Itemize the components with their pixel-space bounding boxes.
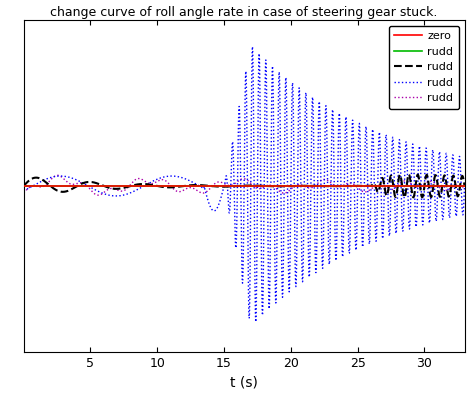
rudd [21,184,27,188]
rudd [462,186,467,190]
rudd [410,195,416,200]
rudd [190,186,195,190]
zero [383,184,389,188]
rudd [350,118,356,123]
rudd [308,186,313,190]
rudd [350,184,356,188]
rudd [101,184,107,188]
rudd [21,190,27,195]
zero [308,184,313,188]
rudd [383,184,389,188]
rudd [101,190,107,195]
rudd [383,134,389,139]
rudd [253,320,259,324]
Line: rudd: rudd [24,47,465,322]
rudd [285,250,291,255]
rudd [308,184,313,188]
rudd [462,184,467,188]
rudd [462,184,467,188]
zero [462,184,467,188]
zero [21,184,27,188]
zero [189,184,195,188]
rudd [21,188,27,193]
rudd [55,173,60,178]
zero [350,184,356,188]
rudd [285,189,291,194]
rudd [189,183,195,188]
rudd [350,181,356,186]
rudd [383,186,389,191]
rudd [189,184,195,188]
rudd [406,172,412,177]
rudd [285,184,291,188]
rudd [383,192,389,197]
Title: change curve of roll angle rate in case of steering gear stuck.: change curve of roll angle rate in case … [50,6,438,19]
zero [101,184,107,188]
zero [285,184,291,188]
rudd [250,44,255,49]
rudd [95,193,101,198]
rudd [308,212,313,217]
rudd [21,184,27,188]
Legend: zero, rudd, rudd, rudd, rudd: zero, rudd, rudd, rudd, rudd [389,26,459,109]
rudd [285,184,291,188]
rudd [462,184,467,188]
X-axis label: t (s): t (s) [230,376,258,390]
Line: rudd: rudd [24,174,465,197]
rudd [308,184,313,188]
rudd [189,180,195,184]
rudd [350,184,356,188]
rudd [101,191,107,196]
rudd [101,184,107,188]
Line: rudd: rudd [24,175,465,195]
